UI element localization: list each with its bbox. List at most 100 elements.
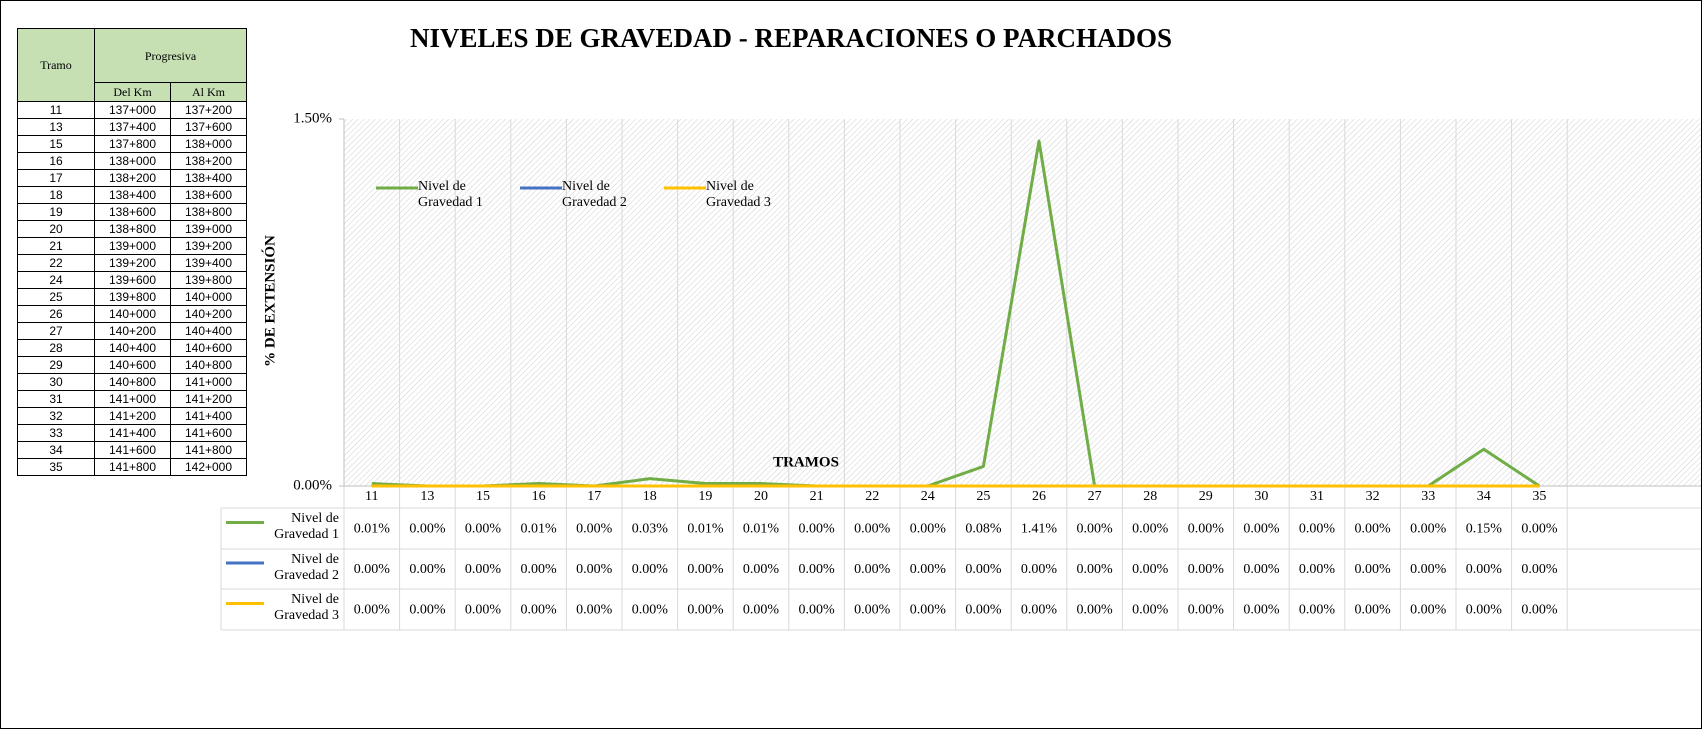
table-cell: 138+400 bbox=[94, 186, 171, 204]
data-label: 0.00% bbox=[743, 603, 780, 618]
table-cell: 29 bbox=[17, 356, 95, 374]
x-tick-label: 29 bbox=[1199, 489, 1213, 504]
data-label: 0.00% bbox=[1188, 562, 1225, 577]
table-cell: 140+400 bbox=[94, 339, 171, 357]
data-label: 0.00% bbox=[1521, 562, 1558, 577]
table-cell: 141+600 bbox=[170, 424, 247, 442]
table-cell: 138+600 bbox=[170, 186, 247, 204]
table-cell: 21 bbox=[17, 237, 95, 255]
table-row: 33 141+400 141+600 bbox=[17, 424, 247, 442]
table-cell: Progresiva bbox=[94, 28, 247, 83]
table-cell: 139+400 bbox=[170, 254, 247, 272]
row-header: Nivel de Gravedad 2 bbox=[274, 552, 339, 583]
data-label: 0.00% bbox=[354, 562, 391, 577]
data-label: 0.00% bbox=[1410, 603, 1447, 618]
table-cell: 140+600 bbox=[94, 356, 171, 374]
data-label: 0.00% bbox=[1243, 603, 1280, 618]
table-cell: 141+800 bbox=[94, 458, 171, 476]
table-cell: 20 bbox=[17, 220, 95, 238]
table-cell: 13 bbox=[17, 118, 95, 136]
table-row: 24 139+600 139+800 bbox=[17, 271, 247, 289]
data-label: 0.00% bbox=[1021, 603, 1058, 618]
plot-area bbox=[344, 119, 1701, 486]
table-cell: 11 bbox=[17, 101, 95, 119]
table-cell: 139+800 bbox=[170, 271, 247, 289]
data-label: 0.00% bbox=[1077, 603, 1114, 618]
data-label: 0.00% bbox=[1410, 562, 1447, 577]
x-tick-label: 27 bbox=[1088, 489, 1102, 504]
table-cell: 16 bbox=[17, 152, 95, 170]
table-row: 15 137+800 138+000 bbox=[17, 135, 247, 153]
data-label: 0.00% bbox=[1077, 522, 1114, 537]
table-row: 17 138+200 138+400 bbox=[17, 169, 247, 187]
x-axis-label: TRAMOS bbox=[773, 454, 839, 470]
table-cell: 31 bbox=[17, 390, 95, 408]
data-label: 0.00% bbox=[409, 562, 446, 577]
table-cell: 141+600 bbox=[94, 441, 171, 459]
table-cell: 139+600 bbox=[94, 271, 171, 289]
x-tick-label: 25 bbox=[976, 489, 990, 504]
data-label: 0.03% bbox=[632, 522, 669, 537]
x-tick-label: 34 bbox=[1477, 489, 1491, 504]
table-row: 11 137+000 137+200 bbox=[17, 101, 247, 119]
table-row: 27 140+200 140+400 bbox=[17, 322, 247, 340]
x-tick-label: 26 bbox=[1032, 489, 1046, 504]
data-label: 0.00% bbox=[910, 603, 947, 618]
data-label: 0.00% bbox=[1355, 603, 1392, 618]
table-cell: 34 bbox=[17, 441, 95, 459]
table-cell: 28 bbox=[17, 339, 95, 357]
x-tick-label: 15 bbox=[476, 489, 490, 504]
legend-label: Nivel de Gravedad 1 bbox=[418, 179, 483, 210]
header-row: Del Km Al Km bbox=[18, 82, 247, 102]
header-row: Tramo Progresiva bbox=[17, 28, 247, 102]
table-row: 28 140+400 140+600 bbox=[17, 339, 247, 357]
x-tick-label: 16 bbox=[532, 489, 546, 504]
table-cell: 139+000 bbox=[94, 237, 171, 255]
table-row: 25 139+800 140+000 bbox=[17, 288, 247, 306]
data-label: 0.00% bbox=[521, 603, 558, 618]
table-cell: 19 bbox=[17, 203, 95, 221]
table-row: 34 141+600 141+800 bbox=[17, 441, 247, 459]
data-label: 0.00% bbox=[854, 522, 891, 537]
data-label: 0.00% bbox=[1410, 522, 1447, 537]
data-label: 0.00% bbox=[409, 603, 446, 618]
table-cell: 137+400 bbox=[94, 118, 171, 136]
table-cell: 138+800 bbox=[94, 220, 171, 238]
table-row: 13 137+400 137+600 bbox=[17, 118, 247, 136]
data-label: 0.00% bbox=[1132, 603, 1169, 618]
table-cell: Al Km bbox=[170, 82, 247, 102]
table-cell: 17 bbox=[17, 169, 95, 187]
data-label: 0.00% bbox=[854, 562, 891, 577]
x-tick-label: 21 bbox=[810, 489, 824, 504]
table-cell: 138+600 bbox=[94, 203, 171, 221]
x-tick-label: 24 bbox=[921, 489, 935, 504]
table-cell: 141+200 bbox=[170, 390, 247, 408]
table-cell: 137+000 bbox=[94, 101, 171, 119]
x-tick-label: 28 bbox=[1143, 489, 1157, 504]
legend-label: Nivel de Gravedad 3 bbox=[706, 179, 771, 210]
table-cell: 26 bbox=[17, 305, 95, 323]
table-cell: 139+800 bbox=[94, 288, 171, 306]
table-cell: 141+400 bbox=[170, 407, 247, 425]
table-row: 19 138+600 138+800 bbox=[17, 203, 247, 221]
x-tick-label: 31 bbox=[1310, 489, 1324, 504]
table-cell: 138+000 bbox=[170, 135, 247, 153]
data-label: 0.00% bbox=[1243, 562, 1280, 577]
table-cell: 140+000 bbox=[170, 288, 247, 306]
data-label: 0.00% bbox=[1243, 522, 1280, 537]
data-label: 0.00% bbox=[521, 562, 558, 577]
data-label: 0.00% bbox=[1188, 603, 1225, 618]
table-cell: 138+200 bbox=[94, 169, 171, 187]
table-cell: 140+600 bbox=[170, 339, 247, 357]
table-row: 21 139+000 139+200 bbox=[17, 237, 247, 255]
table-cell: 32 bbox=[17, 407, 95, 425]
table-cell: 30 bbox=[17, 373, 95, 391]
x-tick-label: 19 bbox=[698, 489, 712, 504]
data-label: 0.00% bbox=[743, 562, 780, 577]
table-cell: 139+000 bbox=[170, 220, 247, 238]
table-cell: 137+800 bbox=[94, 135, 171, 153]
table-cell: 18 bbox=[17, 186, 95, 204]
table-row: 18 138+400 138+600 bbox=[17, 186, 247, 204]
